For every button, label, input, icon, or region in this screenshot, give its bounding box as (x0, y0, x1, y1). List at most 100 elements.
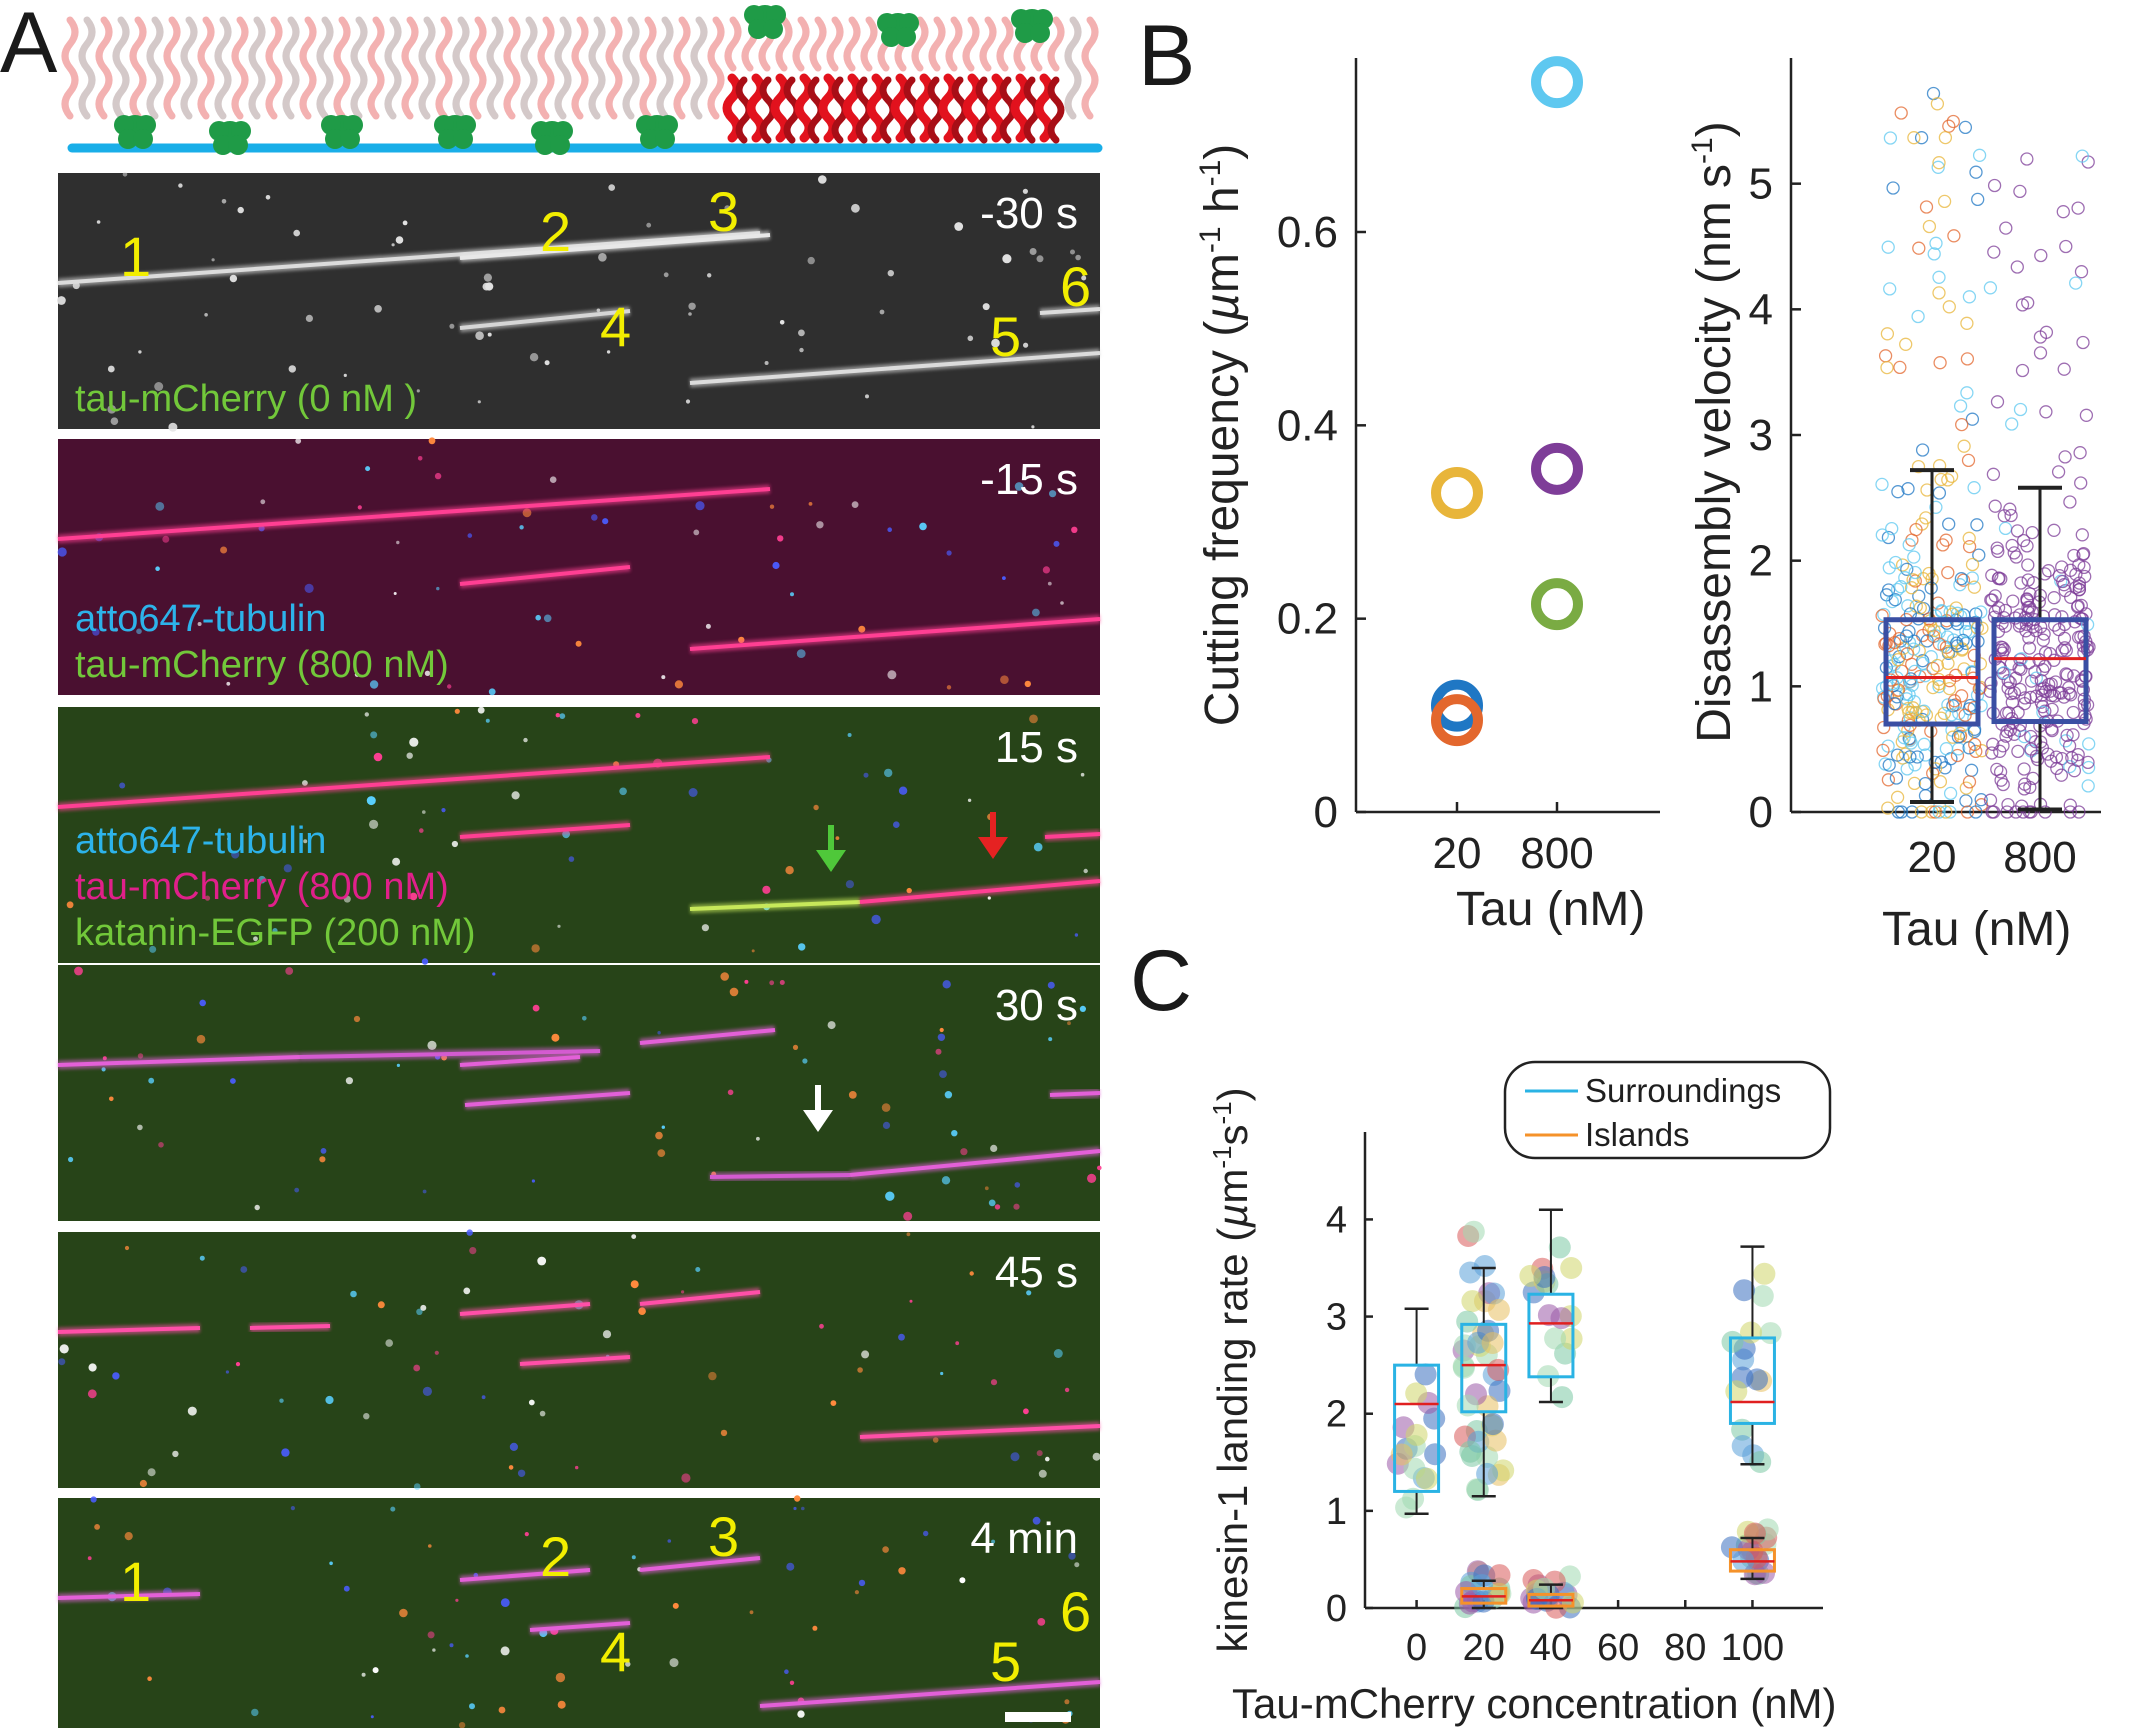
speckle (959, 1577, 966, 1584)
speckle (168, 422, 178, 432)
scatter-point (1946, 114, 1960, 129)
microtubule (459, 823, 631, 839)
white-arrow (803, 1085, 833, 1132)
scatter-point (2000, 805, 2014, 819)
speckle (428, 1544, 432, 1548)
microtubule (459, 1568, 591, 1582)
speckle (365, 466, 371, 472)
scatter-point (1881, 801, 1895, 815)
scatter-point (1967, 580, 1982, 594)
speckle (591, 514, 598, 521)
speckle (1031, 425, 1035, 429)
speckle (281, 1448, 290, 1457)
speckle (990, 1379, 998, 1386)
tau-lobe (763, 19, 783, 39)
speckle (467, 533, 473, 538)
scatter-point (2014, 576, 2028, 590)
speckle (923, 1530, 929, 1537)
speckle (162, 535, 170, 543)
scatter-point (1988, 499, 2002, 513)
scatter-point (2015, 298, 2030, 312)
lipid-tail (639, 16, 657, 120)
speckle (813, 804, 819, 811)
scatter-point (1759, 1322, 1782, 1345)
box (1393, 1363, 1441, 1493)
speckle (619, 787, 627, 796)
lipid-tail (486, 16, 504, 120)
speckle (786, 1562, 795, 1571)
scatter-point (2033, 330, 2048, 344)
scatter-point (2072, 576, 2087, 590)
microtubule (1044, 832, 1101, 839)
scatter-point (1962, 775, 1977, 789)
speckle (288, 365, 296, 373)
speckle (688, 788, 698, 797)
scatter-point (1932, 672, 1946, 687)
scatter-point (1947, 229, 1961, 243)
speckle (638, 1307, 646, 1315)
scatter-point (2063, 798, 2077, 812)
scatter-point (1999, 729, 2013, 743)
scatter-point (1927, 247, 1941, 261)
speckle (272, 928, 278, 934)
frame-background (58, 1498, 1100, 1728)
scatter-point (1911, 309, 1925, 324)
speckle (729, 987, 739, 997)
speckle (107, 365, 115, 373)
speckle (657, 1031, 661, 1035)
speckle (305, 314, 313, 322)
speckle (353, 1015, 361, 1023)
scatter-point (1751, 1285, 1774, 1307)
speckle (693, 529, 700, 536)
scatter-point (2034, 248, 2048, 263)
scatter-point (1922, 566, 1936, 581)
speckle (1038, 1469, 1047, 1478)
speckle (991, 1539, 996, 1544)
speckle (951, 1130, 958, 1137)
scatter-point (1551, 1386, 1574, 1409)
speckle (749, 1610, 754, 1615)
scatter-point (2012, 661, 2026, 675)
speckle (487, 332, 492, 337)
speckle (369, 680, 379, 689)
speckle (119, 782, 126, 789)
speckle (409, 892, 418, 901)
scatter-point (1957, 662, 1971, 676)
scatter-point (1907, 550, 1921, 564)
data-points (1431, 56, 1583, 747)
microtubule (57, 1055, 301, 1067)
box (1991, 617, 2089, 725)
scatter-point (2056, 574, 2070, 589)
data-point (1531, 56, 1583, 109)
speckle (655, 1131, 663, 1140)
scatter-point (2071, 753, 2085, 767)
tau-blob (434, 115, 476, 149)
speckle (857, 1367, 863, 1373)
speckle (631, 1555, 636, 1560)
speckle (148, 1077, 155, 1084)
speckle (485, 718, 490, 723)
speckle (1067, 1021, 1071, 1026)
speckle (1080, 772, 1085, 777)
speckle (66, 901, 74, 909)
speckle (529, 353, 539, 362)
scatter-point (1932, 156, 1946, 170)
speckle (851, 203, 860, 213)
speckle (1064, 1699, 1070, 1705)
microtubule-number: 4 (600, 1620, 631, 1683)
speckle (984, 1186, 989, 1191)
scatter-point (1875, 609, 1889, 623)
speckle (1079, 1005, 1086, 1013)
lipid-tail (656, 16, 674, 120)
speckle (178, 183, 183, 188)
lipid-tail (622, 16, 640, 120)
scatter-point (1942, 517, 1956, 531)
speckle (1026, 1290, 1032, 1296)
speckle (777, 535, 784, 542)
scatter-point (1881, 530, 1896, 545)
scatter-point (1937, 194, 1952, 209)
lipid-tail (129, 16, 147, 120)
speckle (122, 172, 128, 177)
speckle (705, 623, 711, 629)
speckle (447, 684, 452, 689)
